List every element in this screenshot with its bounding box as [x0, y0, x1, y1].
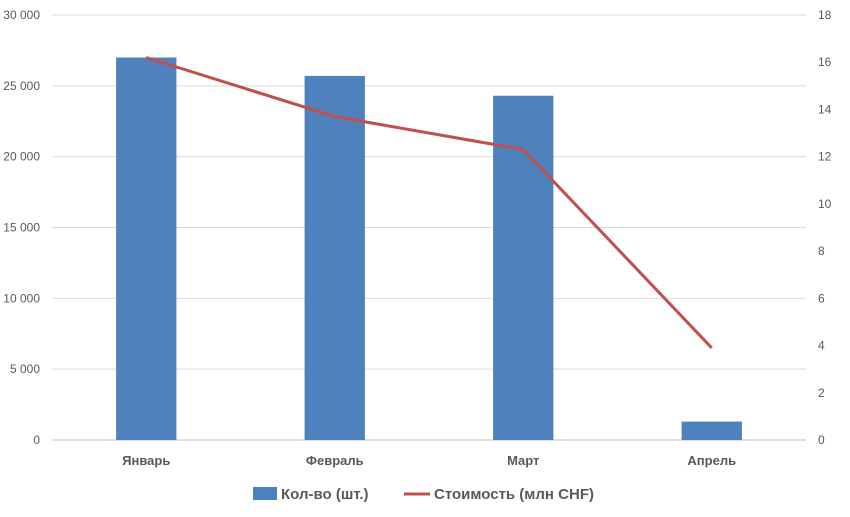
right-tick-label: 16 — [818, 55, 832, 69]
legend-label-line: Стоимость (млн CHF) — [434, 486, 594, 503]
series-line — [145, 56, 713, 349]
category-label: Февраль — [306, 453, 364, 468]
legend-swatch-bar — [253, 487, 277, 500]
right-tick-label: 8 — [818, 244, 825, 258]
right-tick-label: 6 — [818, 291, 825, 305]
right-tick-label: 0 — [818, 433, 825, 447]
category-label: Январь — [122, 453, 170, 468]
bar — [493, 95, 554, 440]
line-series — [145, 56, 713, 349]
left-tick-label: 0 — [33, 433, 40, 447]
bar — [116, 57, 177, 440]
legend-label-bar: Кол-во (шт.) — [281, 486, 369, 503]
category-label: Апрель — [687, 453, 736, 468]
right-tick-label: 12 — [818, 150, 832, 164]
legend: Кол-во (шт.) Стоимость (млн CHF) — [253, 486, 594, 503]
left-tick-label: 20 000 — [3, 150, 40, 164]
right-tick-label: 10 — [818, 197, 832, 211]
left-tick-label: 25 000 — [3, 79, 40, 93]
category-label: Март — [507, 453, 539, 468]
bar — [304, 75, 365, 441]
right-tick-label: 18 — [818, 8, 832, 22]
left-tick-label: 30 000 — [3, 8, 40, 22]
category-axis: Январь Февраль Март Апрель — [122, 453, 736, 468]
bar-series — [116, 57, 742, 441]
left-axis: 0 5 000 10 000 15 000 20 000 25 000 30 000 — [3, 8, 40, 447]
left-tick-label: 15 000 — [3, 221, 40, 235]
right-axis: 0 2 4 6 8 10 12 14 16 18 — [818, 8, 832, 447]
gridlines — [52, 14, 806, 441]
right-tick-label: 4 — [818, 339, 825, 353]
right-tick-label: 14 — [818, 102, 832, 116]
left-tick-label: 10 000 — [3, 291, 40, 305]
bar — [681, 421, 742, 440]
left-tick-label: 5 000 — [10, 362, 40, 376]
right-tick-label: 2 — [818, 386, 825, 400]
